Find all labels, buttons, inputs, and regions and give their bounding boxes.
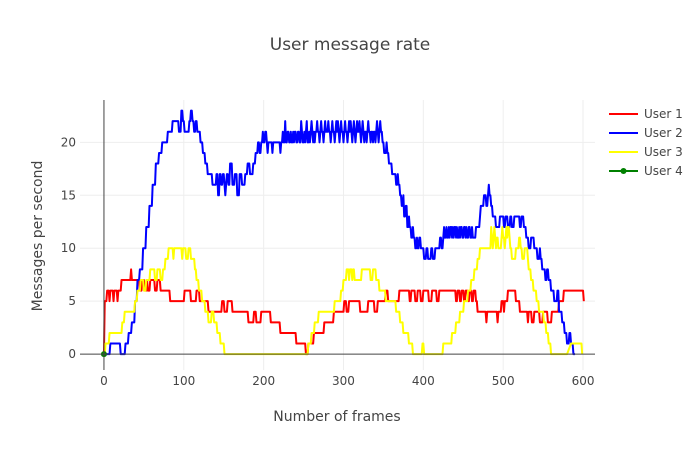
- x-tick-label: 200: [252, 374, 275, 388]
- x-tick-label: 400: [412, 374, 435, 388]
- legend-item-user-4[interactable]: User 4: [609, 164, 683, 178]
- legend-item-user-1[interactable]: User 1: [609, 107, 683, 121]
- y-tick-label: 15: [61, 188, 76, 202]
- series-lines: [100, 109, 585, 358]
- series-line-user-3: [103, 226, 584, 356]
- legend-label: User 3: [644, 145, 683, 159]
- y-tick-label: 20: [61, 135, 76, 149]
- legend-item-user-2[interactable]: User 2: [609, 126, 683, 140]
- legend-label: User 4: [644, 164, 683, 178]
- legend-marker: [620, 168, 627, 174]
- grid: [80, 100, 595, 370]
- x-tick-label: 0: [100, 374, 108, 388]
- series-line-user-1: [102, 268, 585, 356]
- y-tick-label: 10: [61, 241, 76, 255]
- y-tick-label: 5: [68, 294, 76, 308]
- y-axis-ticks: 0 5 10 15 20: [61, 135, 76, 361]
- legend-item-user-3[interactable]: User 3: [609, 145, 683, 159]
- legend-label: User 1: [644, 107, 683, 121]
- x-axis-label: Number of frames: [273, 409, 400, 425]
- x-tick-label: 100: [172, 374, 195, 388]
- x-tick-label: 300: [332, 374, 355, 388]
- chart-title: User message rate: [270, 35, 431, 55]
- y-axis-label: Messages per second: [30, 161, 46, 312]
- x-tick-label: 500: [492, 374, 515, 388]
- y-tick-label: 0: [68, 347, 76, 361]
- series-line-user-2: [103, 109, 576, 356]
- legend: User 1 User 2 User 3 User 4: [609, 107, 683, 178]
- legend-label: User 2: [644, 126, 683, 140]
- x-tick-label: 600: [572, 374, 595, 388]
- x-axis-ticks: 0 100 200 300 400 500 600: [100, 374, 594, 388]
